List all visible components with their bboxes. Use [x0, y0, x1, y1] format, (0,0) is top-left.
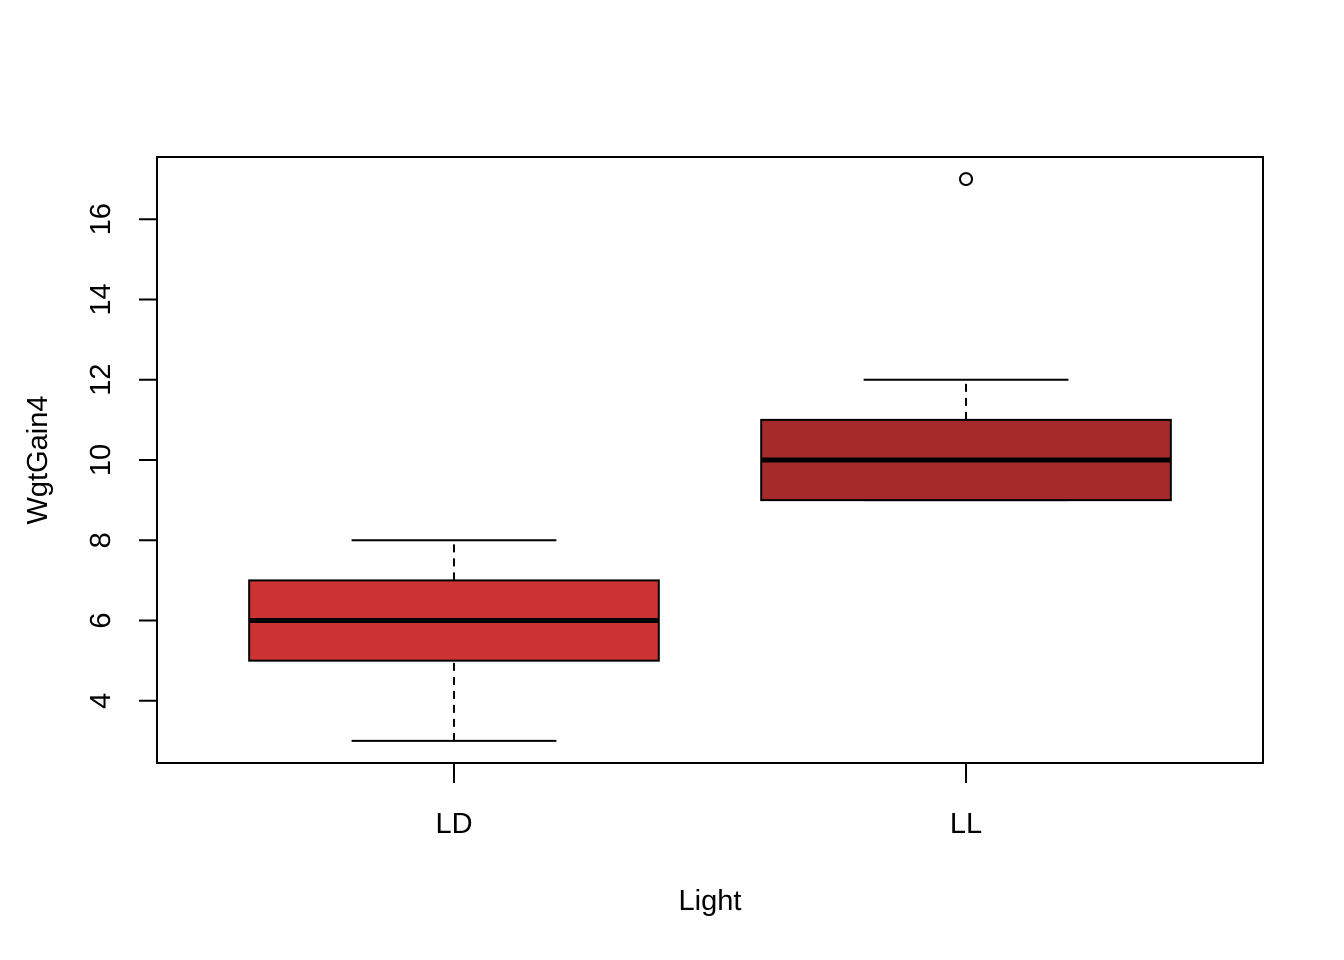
- x-axis-title: Light: [679, 885, 742, 917]
- x-tick-label: LD: [435, 808, 472, 840]
- box-group-ld: [248, 539, 660, 742]
- y-tick-label: 4: [85, 693, 117, 709]
- y-axis-title: WgtGain4: [22, 396, 54, 525]
- box-group-ll: [760, 172, 1172, 502]
- y-tick-label: 14: [85, 283, 117, 315]
- x-tick-label: LL: [950, 808, 982, 840]
- y-tick-label: 10: [85, 444, 117, 476]
- y-tick-label: 8: [85, 532, 117, 548]
- y-tick-label: 6: [85, 612, 117, 628]
- boxes-layer: [248, 172, 1172, 742]
- y-tick-label: 16: [85, 203, 117, 235]
- y-axis: 4 6 8 10 12 14 16: [85, 203, 158, 709]
- outlier-point-ll: [959, 172, 974, 187]
- y-tick-label: 12: [85, 364, 117, 396]
- x-axis: LD LL: [435, 763, 982, 840]
